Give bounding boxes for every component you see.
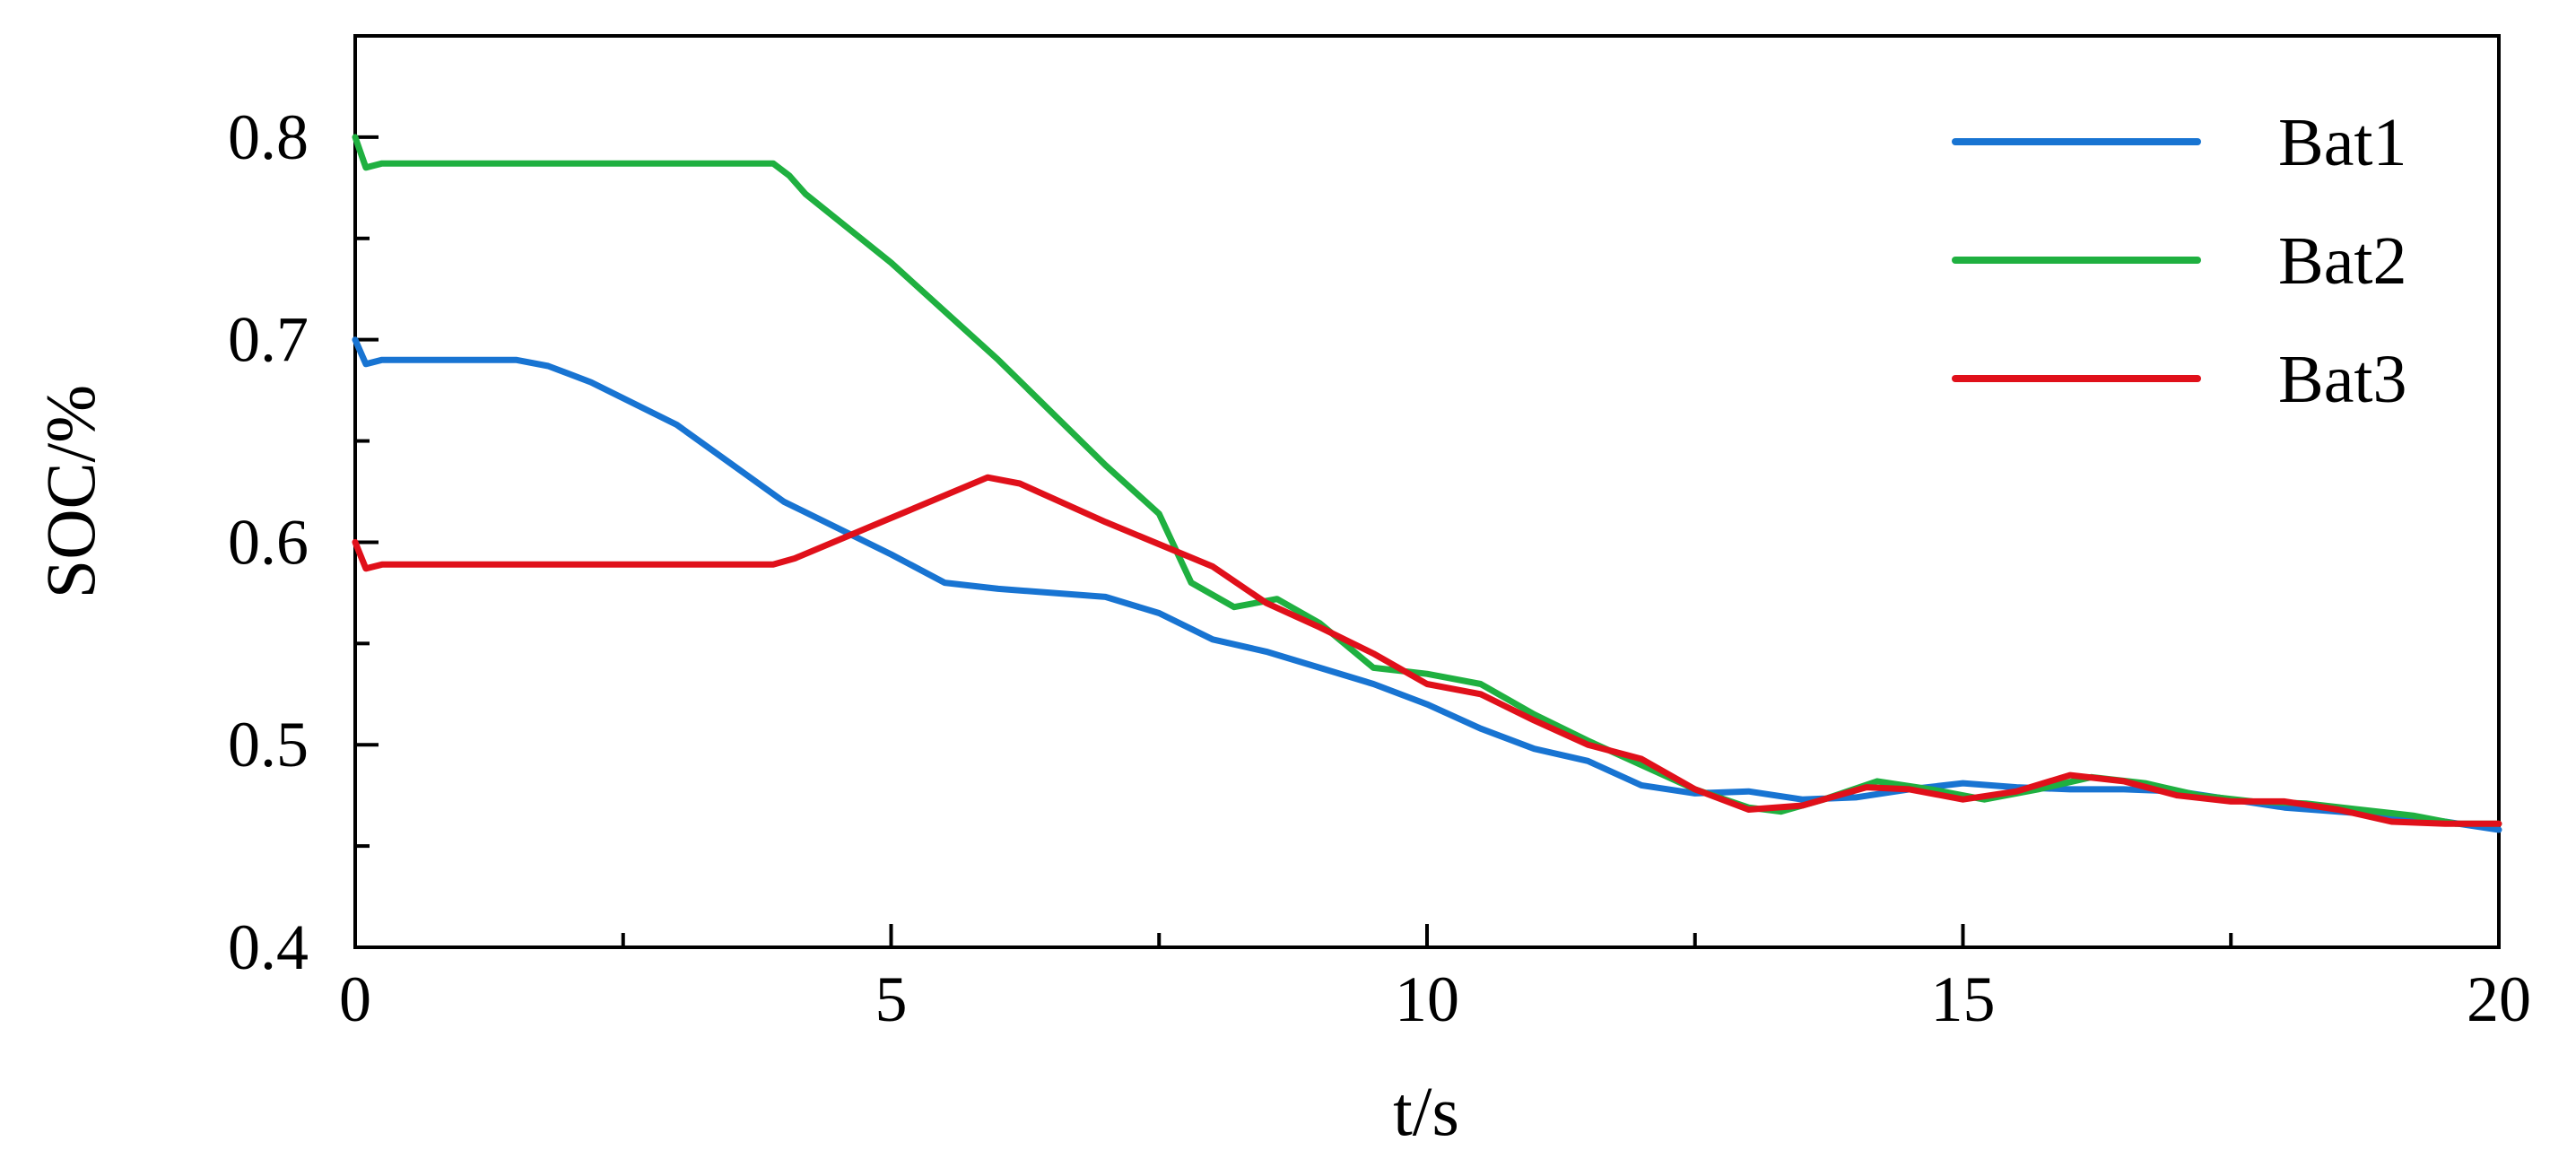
x-axis-label: t/s <box>1393 1072 1459 1150</box>
x-tick-label: 5 <box>875 963 908 1035</box>
y-tick-label: 0.7 <box>228 304 309 376</box>
legend-label-bat2: Bat2 <box>2278 223 2407 299</box>
legend-label-bat3: Bat3 <box>2278 342 2407 417</box>
y-tick-label: 0.4 <box>228 911 309 983</box>
series-line-bat1 <box>352 336 2502 833</box>
y-axis-label: SOC/% <box>31 385 109 598</box>
plot-frame <box>353 34 2501 949</box>
y-tick-label: 0.6 <box>228 506 309 578</box>
series-line-bat3 <box>352 474 2502 827</box>
x-tick-label: 20 <box>2467 963 2531 1035</box>
series-layer <box>352 134 2502 833</box>
axis-ticks: 0 5 10 15 20 0.4 0.5 0.6 0.7 0.8 <box>228 101 2531 1035</box>
x-tick-label: 0 <box>339 963 371 1035</box>
y-tick-label: 0.5 <box>228 709 309 780</box>
x-tick-label: 15 <box>1931 963 1996 1035</box>
x-tick-label: 10 <box>1395 963 1459 1035</box>
legend: Bat1 Bat2 Bat3 <box>1952 105 2407 417</box>
series-line-bat2 <box>352 134 2502 827</box>
legend-label-bat1: Bat1 <box>2278 105 2407 180</box>
y-tick-label: 0.8 <box>228 101 309 173</box>
